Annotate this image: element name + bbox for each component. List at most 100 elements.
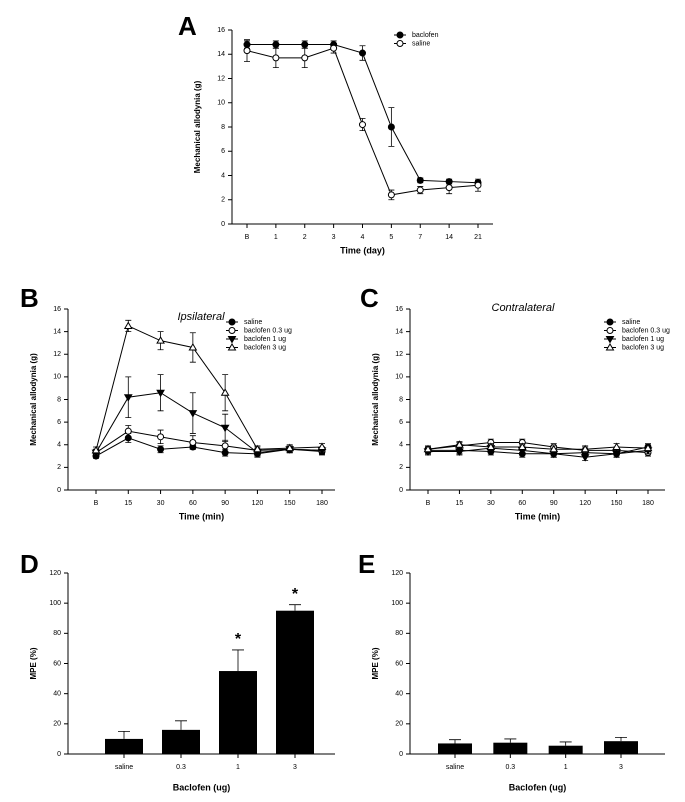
- marker: [455, 440, 464, 448]
- marker: [227, 343, 237, 351]
- error-bar: [118, 730, 130, 739]
- y-tick-label: 80: [53, 630, 61, 637]
- y-tick-label: 4: [221, 172, 225, 179]
- marker: [123, 394, 133, 402]
- x-tick-label: 15: [456, 500, 464, 507]
- x-tick-label: 60: [518, 500, 526, 507]
- y-tick-label: 16: [395, 306, 403, 313]
- marker: [474, 181, 482, 189]
- x-tick-label: 3: [619, 764, 623, 771]
- marker: [330, 44, 338, 52]
- marker: [228, 318, 236, 326]
- y-tick-label: 20: [395, 721, 403, 728]
- y-tick-label: 14: [217, 51, 225, 58]
- panel: C Contralateral 0 2 4 6 8 10 12 14 16 B 15 30 60 90 120 1…: [360, 283, 670, 522]
- bar: [219, 671, 257, 754]
- x-axis-label: Time (day): [340, 245, 385, 255]
- x-tick-label: 15: [124, 500, 132, 507]
- marker: [188, 342, 198, 351]
- annotation: *: [235, 631, 242, 648]
- y-tick-label: 60: [53, 660, 61, 667]
- annotation: *: [292, 586, 299, 603]
- marker: [156, 336, 165, 344]
- marker: [91, 445, 101, 454]
- y-tick-label: 6: [57, 419, 61, 426]
- x-tick-label: 150: [284, 500, 296, 507]
- marker: [220, 388, 230, 396]
- error-bar: [559, 741, 572, 746]
- marker: [156, 389, 165, 398]
- bar: [162, 729, 200, 754]
- panel-label: B: [20, 283, 39, 313]
- x-tick-label: 120: [252, 500, 264, 507]
- y-tick-label: 16: [53, 306, 61, 313]
- y-tick-label: 2: [399, 464, 403, 471]
- chart-title: Contralateral: [492, 302, 556, 314]
- marker: [606, 327, 614, 334]
- x-axis-label: Time (min): [179, 511, 224, 521]
- marker: [228, 327, 236, 334]
- x-axis-label: Baclofen (ug): [509, 782, 567, 792]
- y-tick-label: 0: [57, 487, 61, 494]
- y-tick-label: 40: [53, 691, 61, 698]
- y-axis-label: Mechanical allodynia (g): [371, 353, 380, 446]
- legend-label: baclofen 1 ug: [622, 336, 664, 343]
- y-tick-label: 100: [49, 600, 61, 607]
- legend-label: baclofen 0.3 ug: [622, 327, 670, 334]
- x-tick-label: 90: [550, 500, 558, 507]
- x-tick-label: 7: [418, 234, 422, 241]
- y-tick-label: 4: [57, 442, 61, 449]
- y-tick-label: 8: [57, 396, 61, 403]
- marker: [157, 445, 165, 453]
- x-tick-label: 0.3: [505, 764, 515, 771]
- y-tick-label: 14: [53, 328, 61, 335]
- marker: [396, 31, 404, 39]
- marker: [124, 427, 132, 435]
- x-tick-label: 5: [389, 234, 393, 241]
- marker: [285, 443, 295, 452]
- marker: [455, 448, 464, 457]
- series-line: [95, 325, 323, 451]
- y-tick-label: 10: [395, 374, 403, 381]
- y-tick-label: 40: [395, 691, 403, 698]
- legend-label: baclofen 3 ug: [244, 344, 286, 351]
- bar: [493, 742, 528, 754]
- panel: B Ipsilateral 0 2 4 6 8 10 12 14 16 B 15 30 60 90 120 150…: [20, 283, 335, 521]
- marker: [272, 54, 280, 62]
- error-bar: [232, 649, 244, 672]
- marker: [580, 444, 590, 453]
- y-tick-label: 14: [395, 328, 403, 335]
- marker: [123, 321, 133, 329]
- x-tick-label: 4: [361, 234, 365, 241]
- y-tick-label: 100: [391, 600, 403, 607]
- bar: [276, 610, 314, 754]
- y-axis-label: MPE (%): [371, 647, 380, 679]
- y-tick-label: 120: [49, 570, 61, 577]
- y-tick-label: 2: [221, 197, 225, 204]
- error-bar: [175, 720, 187, 730]
- legend-label: baclofen 3 ug: [622, 344, 664, 351]
- x-tick-label: 1: [236, 764, 240, 771]
- bar: [105, 738, 143, 754]
- error-bar: [504, 738, 517, 743]
- x-tick-label: 180: [316, 500, 328, 507]
- x-tick-label: B: [94, 500, 99, 507]
- marker: [606, 318, 614, 326]
- legend-label: baclofen 0.3 ug: [244, 327, 292, 334]
- x-tick-label: 1: [564, 764, 568, 771]
- marker: [301, 54, 309, 62]
- legend-label: saline: [244, 319, 262, 326]
- legend-label: baclofen: [412, 32, 439, 39]
- marker: [612, 442, 621, 451]
- x-tick-label: B: [426, 500, 431, 507]
- marker: [272, 41, 280, 49]
- x-tick-label: saline: [446, 764, 464, 771]
- marker: [445, 184, 453, 192]
- y-tick-label: 2: [57, 464, 61, 471]
- marker: [416, 176, 424, 184]
- series-line: [428, 447, 649, 458]
- marker: [253, 444, 262, 453]
- chart-title: Ipsilateral: [177, 311, 225, 323]
